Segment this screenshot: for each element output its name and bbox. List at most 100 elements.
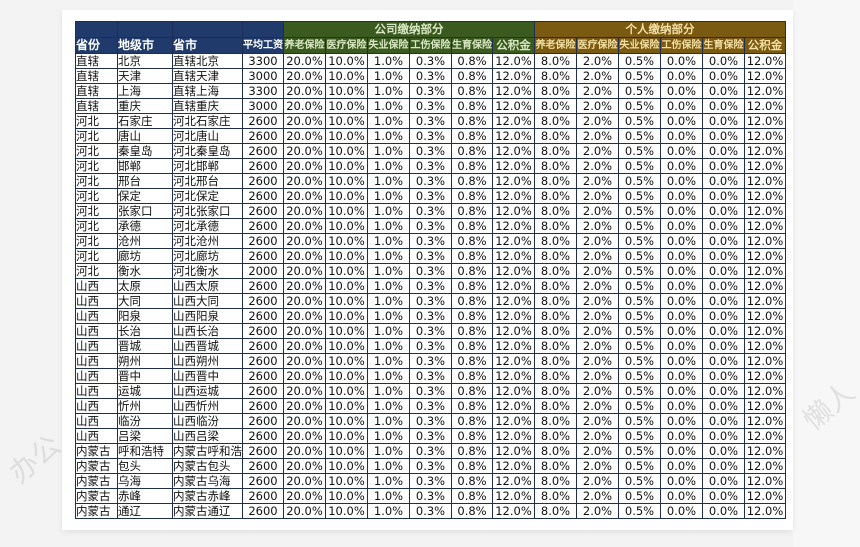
cell-company-rate[interactable]: 10.0% [325,83,368,99]
cell-company-rate[interactable]: 12.0% [492,188,535,204]
cell-city[interactable]: 承德 [117,218,173,234]
cell-company-rate[interactable]: 12.0% [492,428,535,444]
column-header-personal-injury[interactable]: 工伤保险 [660,37,703,54]
cell-average-wage[interactable]: 3000 [242,98,284,114]
cell-personal-rate[interactable]: 0.0% [660,338,703,354]
cell-average-wage[interactable]: 2600 [242,473,284,489]
cell-personal-rate[interactable]: 8.0% [534,98,577,114]
cell-company-rate[interactable]: 20.0% [283,458,326,474]
cell-personal-rate[interactable]: 0.5% [618,323,661,339]
cell-company-rate[interactable]: 10.0% [325,218,368,234]
cell-company-rate[interactable]: 20.0% [283,68,326,84]
cell-company-rate[interactable]: 10.0% [325,203,368,219]
cell-company-rate[interactable]: 0.8% [451,53,493,69]
cell-company-rate[interactable]: 0.8% [451,188,493,204]
cell-province-city[interactable]: 河北保定 [172,188,243,204]
cell-personal-rate[interactable]: 2.0% [576,248,619,264]
cell-company-rate[interactable]: 1.0% [367,278,410,294]
cell-personal-rate[interactable]: 2.0% [576,263,619,279]
cell-city[interactable]: 唐山 [117,128,173,144]
cell-personal-rate[interactable]: 0.0% [660,113,703,129]
cell-city[interactable]: 晋中 [117,368,173,384]
cell-company-rate[interactable]: 1.0% [367,83,410,99]
cell-province[interactable]: 直辖 [75,83,118,99]
cell-average-wage[interactable]: 2600 [242,113,284,129]
cell-city[interactable]: 石家庄 [117,113,173,129]
cell-company-rate[interactable]: 1.0% [367,308,410,324]
cell-company-rate[interactable]: 0.3% [409,488,452,504]
cell-city[interactable]: 呼和浩特 [117,443,173,459]
cell-company-rate[interactable]: 20.0% [283,323,326,339]
cell-province[interactable]: 山西 [75,278,118,294]
cell-company-rate[interactable]: 12.0% [492,203,535,219]
cell-company-rate[interactable]: 0.8% [451,143,493,159]
cell-average-wage[interactable]: 2600 [242,323,284,339]
cell-company-rate[interactable]: 10.0% [325,398,368,414]
cell-company-rate[interactable]: 1.0% [367,233,410,249]
cell-company-rate[interactable]: 10.0% [325,353,368,369]
cell-company-rate[interactable]: 0.3% [409,383,452,399]
cell-company-rate[interactable]: 0.3% [409,203,452,219]
cell-province[interactable]: 直辖 [75,68,118,84]
cell-personal-rate[interactable]: 0.5% [618,248,661,264]
cell-average-wage[interactable]: 2600 [242,293,284,309]
cell-city[interactable]: 包头 [117,458,173,474]
cell-province[interactable]: 内蒙古 [75,443,118,459]
column-header-company-injury[interactable]: 工伤保险 [409,37,452,54]
cell-personal-rate[interactable]: 2.0% [576,308,619,324]
cell-personal-rate[interactable]: 0.0% [660,293,703,309]
cell-company-rate[interactable]: 10.0% [325,263,368,279]
cell-personal-rate[interactable]: 2.0% [576,233,619,249]
cell-personal-rate[interactable]: 0.0% [702,323,745,339]
cell-personal-rate[interactable]: 0.0% [702,128,745,144]
cell-company-rate[interactable]: 20.0% [283,218,326,234]
cell-personal-rate[interactable]: 2.0% [576,203,619,219]
cell-personal-rate[interactable]: 2.0% [576,398,619,414]
cell-province[interactable]: 河北 [75,218,118,234]
cell-average-wage[interactable]: 2600 [242,173,284,189]
cell-company-rate[interactable]: 10.0% [325,68,368,84]
cell-province[interactable]: 山西 [75,308,118,324]
cell-city[interactable]: 晋城 [117,338,173,354]
cell-personal-rate[interactable]: 8.0% [534,83,577,99]
cell-province[interactable]: 内蒙古 [75,488,118,504]
cell-personal-rate[interactable]: 2.0% [576,443,619,459]
cell-average-wage[interactable]: 2600 [242,428,284,444]
cell-city[interactable]: 沧州 [117,233,173,249]
cell-province-city[interactable]: 直辖天津 [172,68,243,84]
cell-personal-rate[interactable]: 2.0% [576,293,619,309]
cell-province[interactable]: 山西 [75,398,118,414]
cell-personal-rate[interactable]: 2.0% [576,113,619,129]
cell-personal-rate[interactable]: 0.5% [618,338,661,354]
cell-city[interactable]: 保定 [117,188,173,204]
cell-company-rate[interactable]: 1.0% [367,248,410,264]
cell-province-city[interactable]: 河北邯郸 [172,158,243,174]
cell-personal-rate[interactable]: 2.0% [576,98,619,114]
cell-personal-rate[interactable]: 2.0% [576,383,619,399]
cell-company-rate[interactable]: 0.8% [451,158,493,174]
cell-province[interactable]: 河北 [75,233,118,249]
cell-company-rate[interactable]: 0.8% [451,413,493,429]
cell-company-rate[interactable]: 1.0% [367,488,410,504]
cell-city[interactable]: 天津 [117,68,173,84]
cell-company-rate[interactable]: 0.3% [409,143,452,159]
cell-average-wage[interactable]: 3300 [242,53,284,69]
cell-personal-rate[interactable]: 0.0% [702,443,745,459]
column-header-company-housing-fund[interactable]: 公积金 [492,37,535,54]
cell-personal-rate[interactable]: 0.5% [618,458,661,474]
cell-personal-rate[interactable]: 0.5% [618,68,661,84]
cell-company-rate[interactable]: 1.0% [367,143,410,159]
cell-company-rate[interactable]: 0.3% [409,68,452,84]
cell-personal-rate[interactable]: 0.0% [702,398,745,414]
cell-company-rate[interactable]: 1.0% [367,158,410,174]
cell-personal-rate[interactable]: 0.0% [702,353,745,369]
cell-personal-rate[interactable]: 12.0% [744,263,786,279]
cell-personal-rate[interactable]: 12.0% [744,353,786,369]
cell-average-wage[interactable]: 2600 [242,278,284,294]
cell-personal-rate[interactable]: 0.0% [660,218,703,234]
cell-province-city[interactable]: 河北唐山 [172,128,243,144]
cell-company-rate[interactable]: 12.0% [492,278,535,294]
cell-company-rate[interactable]: 12.0% [492,293,535,309]
cell-personal-rate[interactable]: 8.0% [534,413,577,429]
cell-city[interactable]: 廊坊 [117,248,173,264]
